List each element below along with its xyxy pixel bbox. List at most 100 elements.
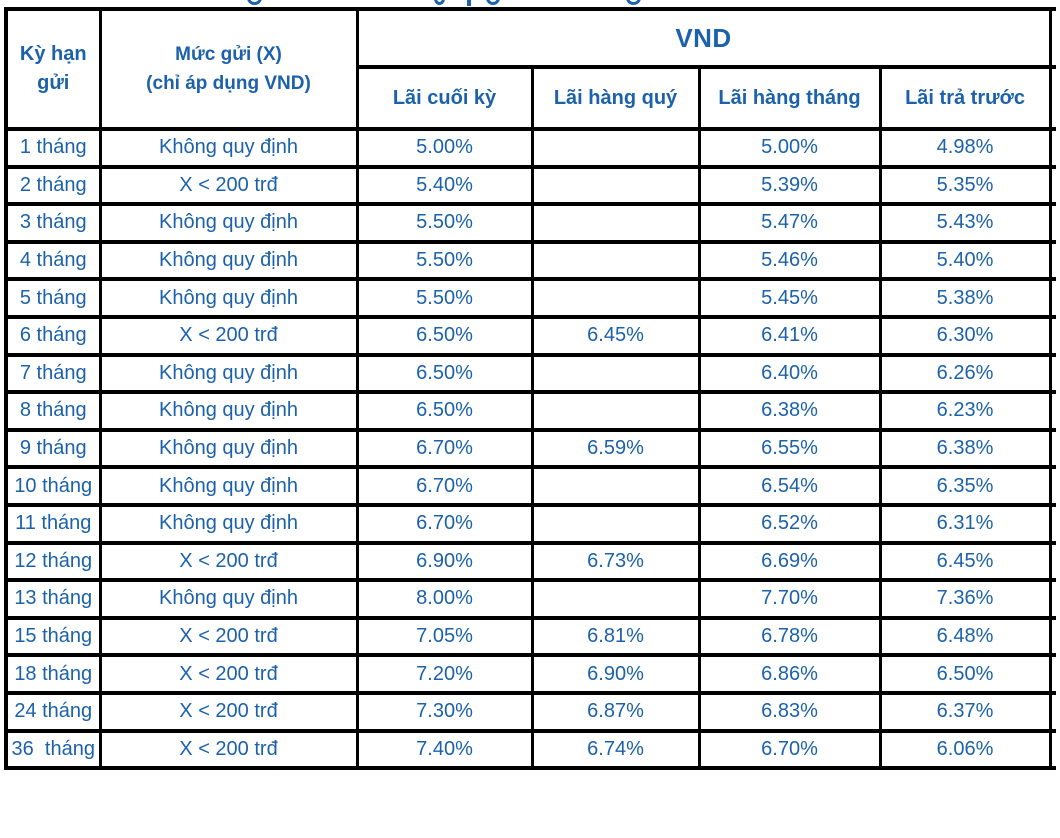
rate-quarterly-cell	[530, 578, 701, 620]
partial-next-column-cell	[1048, 465, 1056, 507]
partial-next-column-cell	[1048, 690, 1056, 733]
amount-cell: Không quy định	[98, 352, 359, 395]
subheader-end-of-term: Lãi cuối kỳ	[355, 65, 534, 131]
rate-row: 13 tháng Không quy định 8.00% 7.70% 7.36%	[4, 578, 1056, 620]
rate-monthly-cell: 5.45%	[697, 277, 882, 319]
term-cell: 10 tháng	[4, 465, 102, 507]
term-cell: 15 tháng	[4, 615, 102, 658]
rate-prepaid-cell: 7.36%	[878, 578, 1052, 620]
amount-cell: X < 200 trđ	[98, 690, 359, 733]
amount-cell: Không quy định	[98, 277, 359, 319]
partial-next-column-cell	[1048, 239, 1056, 282]
rate-monthly-cell: 6.40%	[697, 352, 882, 395]
term-cell: 18 tháng	[4, 653, 102, 695]
amount-cell: Không quy định	[98, 578, 359, 620]
rate-monthly-cell: 5.39%	[697, 164, 882, 207]
term-cell: 5 tháng	[4, 277, 102, 319]
rate-end-of-term-cell: 6.70%	[355, 502, 534, 545]
rate-monthly-cell: 6.55%	[697, 427, 882, 470]
partial-next-column-cell	[1048, 653, 1056, 695]
rate-prepaid-cell: 6.31%	[878, 502, 1052, 545]
rate-row: 8 tháng Không quy định 6.50% 6.38% 6.23%	[4, 390, 1056, 432]
rate-monthly-cell: 7.70%	[697, 578, 882, 620]
rate-end-of-term-cell: 7.05%	[355, 615, 534, 658]
partial-next-column-group-cell	[1048, 7, 1056, 69]
partial-next-column-cell	[1048, 164, 1056, 207]
rate-monthly-cell: 6.54%	[697, 465, 882, 507]
partial-next-column-cell	[1048, 615, 1056, 658]
amount-cell: Không quy định	[98, 427, 359, 470]
rate-end-of-term-cell: 7.20%	[355, 653, 534, 695]
title-descender-fragment	[467, 0, 471, 6]
rate-quarterly-cell	[530, 164, 701, 207]
amount-header-line1: Mức gửi (X)	[175, 43, 282, 65]
rate-quarterly-cell	[530, 465, 701, 507]
rate-quarterly-cell	[530, 352, 701, 395]
rate-monthly-cell: 6.86%	[697, 653, 882, 695]
rate-prepaid-cell: 6.06%	[878, 728, 1052, 771]
partial-next-column-cell	[1048, 314, 1056, 357]
term-cell: 6 tháng	[4, 314, 102, 357]
partial-next-column-cell	[1048, 127, 1056, 169]
rate-end-of-term-cell: 7.40%	[355, 728, 534, 771]
rate-table: Kỳ hạn gửi Mức gửi (X) (chỉ áp dụng VND)…	[4, 7, 1056, 771]
rate-end-of-term-cell: 6.50%	[355, 352, 534, 395]
title-descender-fragment	[486, 0, 500, 5]
rate-row: 2 tháng X < 200 trđ 5.40% 5.39% 5.35%	[4, 164, 1056, 207]
amount-cell: Không quy định	[98, 502, 359, 545]
rate-end-of-term-cell: 6.70%	[355, 465, 534, 507]
term-cell: 1 tháng	[4, 127, 102, 169]
rate-row: 5 tháng Không quy định 5.50% 5.45% 5.38%	[4, 277, 1056, 319]
rate-row: 10 tháng Không quy định 6.70% 6.54% 6.35%	[4, 465, 1056, 507]
term-cell: 36 tháng	[4, 728, 102, 771]
amount-cell: Không quy định	[98, 202, 359, 244]
amount-cell: X < 200 trđ	[98, 164, 359, 207]
term-header: Kỳ hạn gửi	[4, 7, 102, 131]
rate-prepaid-cell: 6.38%	[878, 427, 1052, 470]
rate-prepaid-cell: 6.48%	[878, 615, 1052, 658]
term-cell: 24 tháng	[4, 690, 102, 733]
amount-cell: X < 200 trđ	[98, 653, 359, 695]
rate-quarterly-cell	[530, 239, 701, 282]
amount-cell: Không quy định	[98, 127, 359, 169]
partial-next-column-cell	[1048, 277, 1056, 319]
header-row-group: Kỳ hạn gửi Mức gửi (X) (chỉ áp dụng VND)…	[4, 7, 1056, 131]
amount-cell: Không quy định	[98, 239, 359, 282]
term-cell: 7 tháng	[4, 352, 102, 395]
rate-end-of-term-cell: 8.00%	[355, 578, 534, 620]
rate-prepaid-cell: 6.26%	[878, 352, 1052, 395]
rate-quarterly-cell	[530, 390, 701, 432]
rate-table-body: 1 tháng Không quy định 5.00% 5.00% 4.98% 2 th…	[4, 127, 1056, 771]
rate-end-of-term-cell: 5.50%	[355, 202, 534, 244]
cropped-title-fragments	[0, 0, 1060, 6]
rate-quarterly-cell	[530, 202, 701, 244]
rate-quarterly-cell: 6.59%	[530, 427, 701, 470]
header-row-sub: Lãi cuối kỳ Lãi hàng quý Lãi hàng tháng …	[6, 65, 1056, 131]
rate-quarterly-cell	[530, 502, 701, 545]
amount-cell: X < 200 trđ	[98, 540, 359, 583]
partial-next-column-cell	[1048, 427, 1056, 470]
rate-quarterly-cell	[530, 127, 701, 169]
rate-row: 15 tháng X < 200 trđ 7.05% 6.81% 6.78% 6.48%	[4, 615, 1056, 658]
rate-end-of-term-cell: 5.50%	[355, 239, 534, 282]
rate-quarterly-cell: 6.45%	[530, 314, 701, 357]
partial-next-column-cell	[1048, 578, 1056, 620]
rate-monthly-cell: 5.47%	[697, 202, 882, 244]
rate-end-of-term-cell: 6.70%	[355, 427, 534, 470]
title-descender-fragment	[626, 0, 641, 5]
term-cell: 2 tháng	[4, 164, 102, 207]
rate-prepaid-cell: 6.50%	[878, 653, 1052, 695]
term-cell: 12 tháng	[4, 540, 102, 583]
term-cell: 13 tháng	[4, 578, 102, 620]
rate-end-of-term-cell: 6.50%	[355, 314, 534, 357]
amount-header: Mức gửi (X) (chỉ áp dụng VND)	[98, 7, 359, 131]
rate-prepaid-cell: 6.30%	[878, 314, 1052, 357]
title-descender-fragment	[434, 0, 445, 5]
rate-prepaid-cell: 6.45%	[878, 540, 1052, 583]
rate-end-of-term-cell: 6.50%	[355, 390, 534, 432]
amount-cell: X < 200 trđ	[98, 314, 359, 357]
rate-prepaid-cell: 6.37%	[878, 690, 1052, 733]
rate-monthly-cell: 6.70%	[697, 728, 882, 771]
rate-prepaid-cell: 5.35%	[878, 164, 1052, 207]
